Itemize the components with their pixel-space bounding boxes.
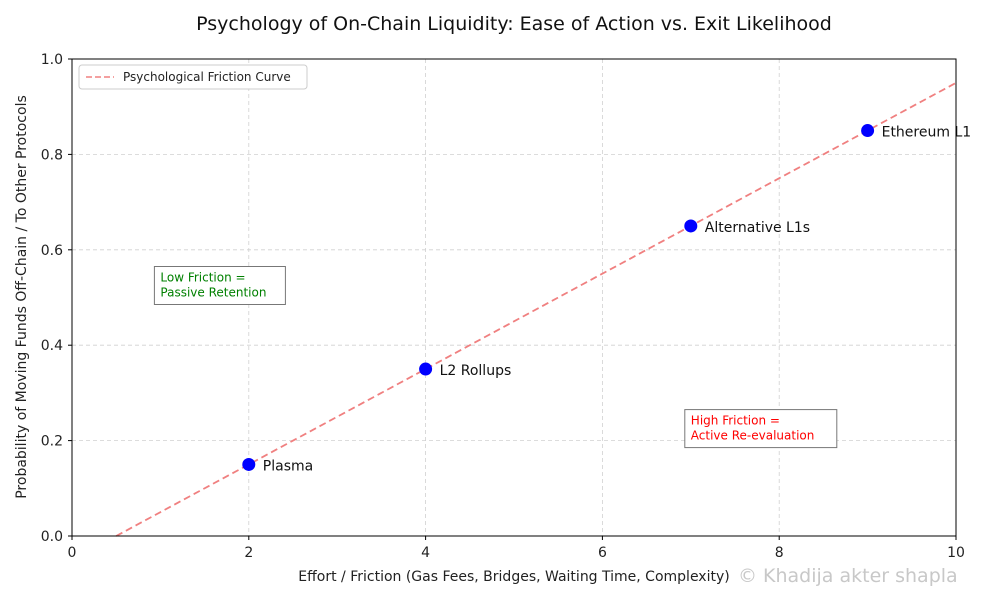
annotation-text: High Friction = (691, 414, 780, 428)
annotation-box: Low Friction =Passive Retention (153, 266, 286, 305)
y-tick-label: 0.6 (41, 243, 63, 259)
annotation-text: Active Re-evaluation (691, 429, 815, 443)
y-tick-label: 0.0 (41, 529, 63, 545)
x-tick-label: 0 (68, 545, 77, 561)
x-tick-label: 6 (598, 545, 607, 561)
data-point (684, 219, 698, 233)
annotation-text: Passive Retention (160, 286, 266, 300)
watermark: © Khadija akter shapla (738, 565, 958, 587)
data-point-label: Plasma (263, 458, 313, 474)
y-tick-label: 1.0 (41, 52, 63, 68)
legend: Psychological Friction Curve (78, 64, 308, 90)
legend-box (78, 64, 308, 90)
x-tick-label: 2 (244, 545, 253, 561)
legend-label: Psychological Friction Curve (123, 70, 291, 84)
data-point-label: L2 Rollups (440, 363, 512, 379)
ticks: 0 2 4 6 8 10 0.0 0.2 0.4 0.6 0.8 1.0 (41, 52, 965, 561)
annotation-frame (153, 266, 286, 305)
x-tick-label: 10 (947, 545, 965, 561)
annotation-frame (684, 409, 838, 449)
data-point (861, 124, 875, 138)
series-layer: Plasma L2 Rollups Alternative L1s Ethereum … (115, 82, 972, 537)
x-tick-label: 8 (775, 545, 784, 561)
x-axis-label: Effort / Friction (Gas Fees, Bridges, Wa… (298, 569, 729, 585)
data-point (419, 362, 433, 376)
annotation-box: High Friction =Active Re-evaluation (684, 409, 838, 449)
grid (72, 59, 956, 536)
y-tick-label: 0.2 (41, 434, 63, 450)
x-tick-label: 4 (421, 545, 430, 561)
data-point-label: Ethereum L1 (882, 125, 972, 141)
annotations: Low Friction =Passive Retention High Fric… (153, 266, 838, 449)
y-tick-label: 0.4 (41, 338, 63, 354)
data-point (242, 457, 256, 471)
annotation-text: Low Friction = (160, 271, 245, 285)
data-point-label: Alternative L1s (705, 220, 810, 236)
chart-title: Psychology of On-Chain Liquidity: Ease o… (196, 13, 832, 35)
plot-frame (71, 58, 957, 537)
friction-curve-line (115, 82, 957, 537)
y-tick-label: 0.8 (41, 147, 63, 163)
y-axis-label: Probability of Moving Funds Off-Chain / … (14, 95, 30, 499)
